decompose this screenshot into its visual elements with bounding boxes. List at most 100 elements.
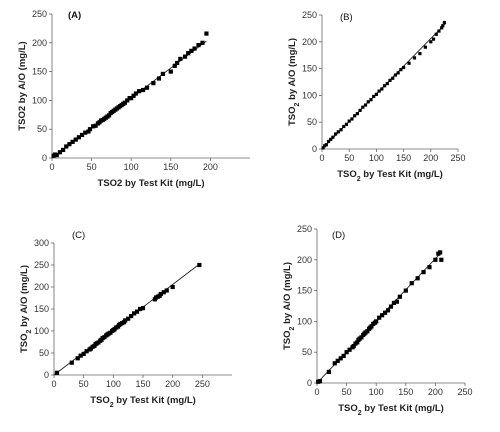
data-point (151, 81, 156, 86)
y-tick-label: 50 (302, 347, 312, 357)
data-point (326, 369, 331, 375)
data-point (369, 324, 374, 329)
data-point (197, 262, 202, 268)
data-point (391, 76, 395, 80)
data-point (336, 130, 340, 134)
data-point (363, 103, 368, 107)
data-point (399, 68, 403, 72)
y-tick-label: 150 (34, 304, 49, 314)
data-point (144, 85, 150, 90)
data-point (54, 153, 59, 158)
x-tick-label: 0 (319, 153, 324, 163)
x-tick-label: 250 (450, 153, 465, 163)
y-tick-label: 250 (297, 224, 312, 234)
y-tick-label: 50 (39, 348, 49, 358)
data-point (347, 347, 352, 352)
data-point (377, 315, 382, 320)
x-tick-label: 200 (165, 379, 180, 389)
data-point (156, 76, 162, 81)
y-tick-label: 50 (307, 117, 317, 127)
data-point (409, 281, 414, 286)
data-point (374, 319, 379, 324)
y-tick-label: 100 (302, 90, 317, 100)
data-point (86, 129, 91, 134)
x-tick-label: 200 (428, 387, 443, 397)
data-point (161, 290, 166, 295)
data-point (351, 343, 356, 349)
data-point (79, 132, 85, 138)
data-point (67, 142, 72, 147)
data-point (84, 349, 89, 354)
data-point (91, 124, 96, 129)
data-point (434, 32, 438, 36)
data-point (338, 356, 343, 361)
data-point (57, 150, 63, 155)
data-point (168, 69, 173, 74)
y-axis-label: TSO2 by A/O (mg/L) (19, 265, 33, 353)
data-point (178, 56, 183, 62)
data-point (189, 48, 194, 53)
y-tick-label: 150 (32, 67, 47, 77)
data-point (122, 100, 127, 105)
y-axis-label: TSO2 by A/O (mg/L) (287, 38, 301, 126)
data-point (129, 95, 134, 101)
data-point (334, 132, 338, 136)
data-point (335, 358, 340, 363)
data-point (385, 82, 389, 86)
x-tick-label: 100 (369, 153, 384, 163)
data-point (372, 94, 376, 99)
data-point (396, 71, 400, 75)
data-point (129, 313, 134, 319)
panel-label: (B) (340, 12, 353, 23)
y-tick-label: 50 (37, 124, 47, 134)
x-tick-label: 0 (49, 162, 54, 172)
x-tick-label: 100 (106, 379, 121, 389)
data-point (204, 31, 209, 36)
data-point (172, 63, 177, 68)
data-point (437, 29, 441, 33)
data-point (391, 300, 397, 306)
y-tick-label: 200 (32, 38, 47, 48)
data-point (170, 284, 175, 290)
data-point (137, 306, 143, 312)
data-point (332, 361, 337, 366)
data-point (87, 127, 93, 132)
data-point (60, 147, 66, 153)
data-point (140, 87, 146, 93)
x-axis-label: TSO2 by Test Kit (mg/L) (338, 403, 444, 417)
y-tick-label: 100 (34, 326, 49, 336)
data-point (397, 294, 402, 299)
data-point (388, 304, 394, 309)
y-tick-label: 250 (302, 10, 317, 20)
y-tick-label: 0 (42, 153, 47, 163)
panel-label: (D) (332, 230, 345, 241)
x-tick-label: 50 (79, 379, 89, 389)
data-point (342, 124, 346, 129)
panel-b: 0 50 100 150 200 250 0 50 100 150 200 250 (B) TSO2 by… (287, 10, 466, 183)
x-tick-label: 50 (87, 162, 97, 172)
y-axis-label: TSO2 by A/O (mg/L) (17, 41, 28, 130)
data-point (380, 313, 385, 318)
data-point (106, 113, 112, 118)
data-point (347, 119, 351, 123)
panel-a: 0 50 100 150 200 0 50 100 150 200 250 (A) TSO2 by Te… (17, 9, 250, 189)
x-tick-label: 100 (369, 387, 384, 397)
panel-label: (C) (72, 230, 85, 241)
y-tick-label: 200 (302, 37, 317, 47)
data-point (423, 45, 427, 49)
data-point (76, 135, 82, 140)
data-point (329, 137, 333, 141)
data-point (344, 350, 349, 355)
data-point (388, 78, 392, 82)
data-point (70, 139, 75, 144)
data-point (407, 61, 411, 65)
data-point (439, 257, 444, 262)
data-point (369, 98, 373, 102)
x-tick-label: 150 (135, 379, 150, 389)
x-axis-label: TSO2 by Test Kit (mg/L) (90, 395, 196, 409)
data-point (131, 93, 136, 98)
data-point (83, 130, 88, 135)
data-point (353, 114, 357, 118)
data-point (341, 353, 346, 358)
